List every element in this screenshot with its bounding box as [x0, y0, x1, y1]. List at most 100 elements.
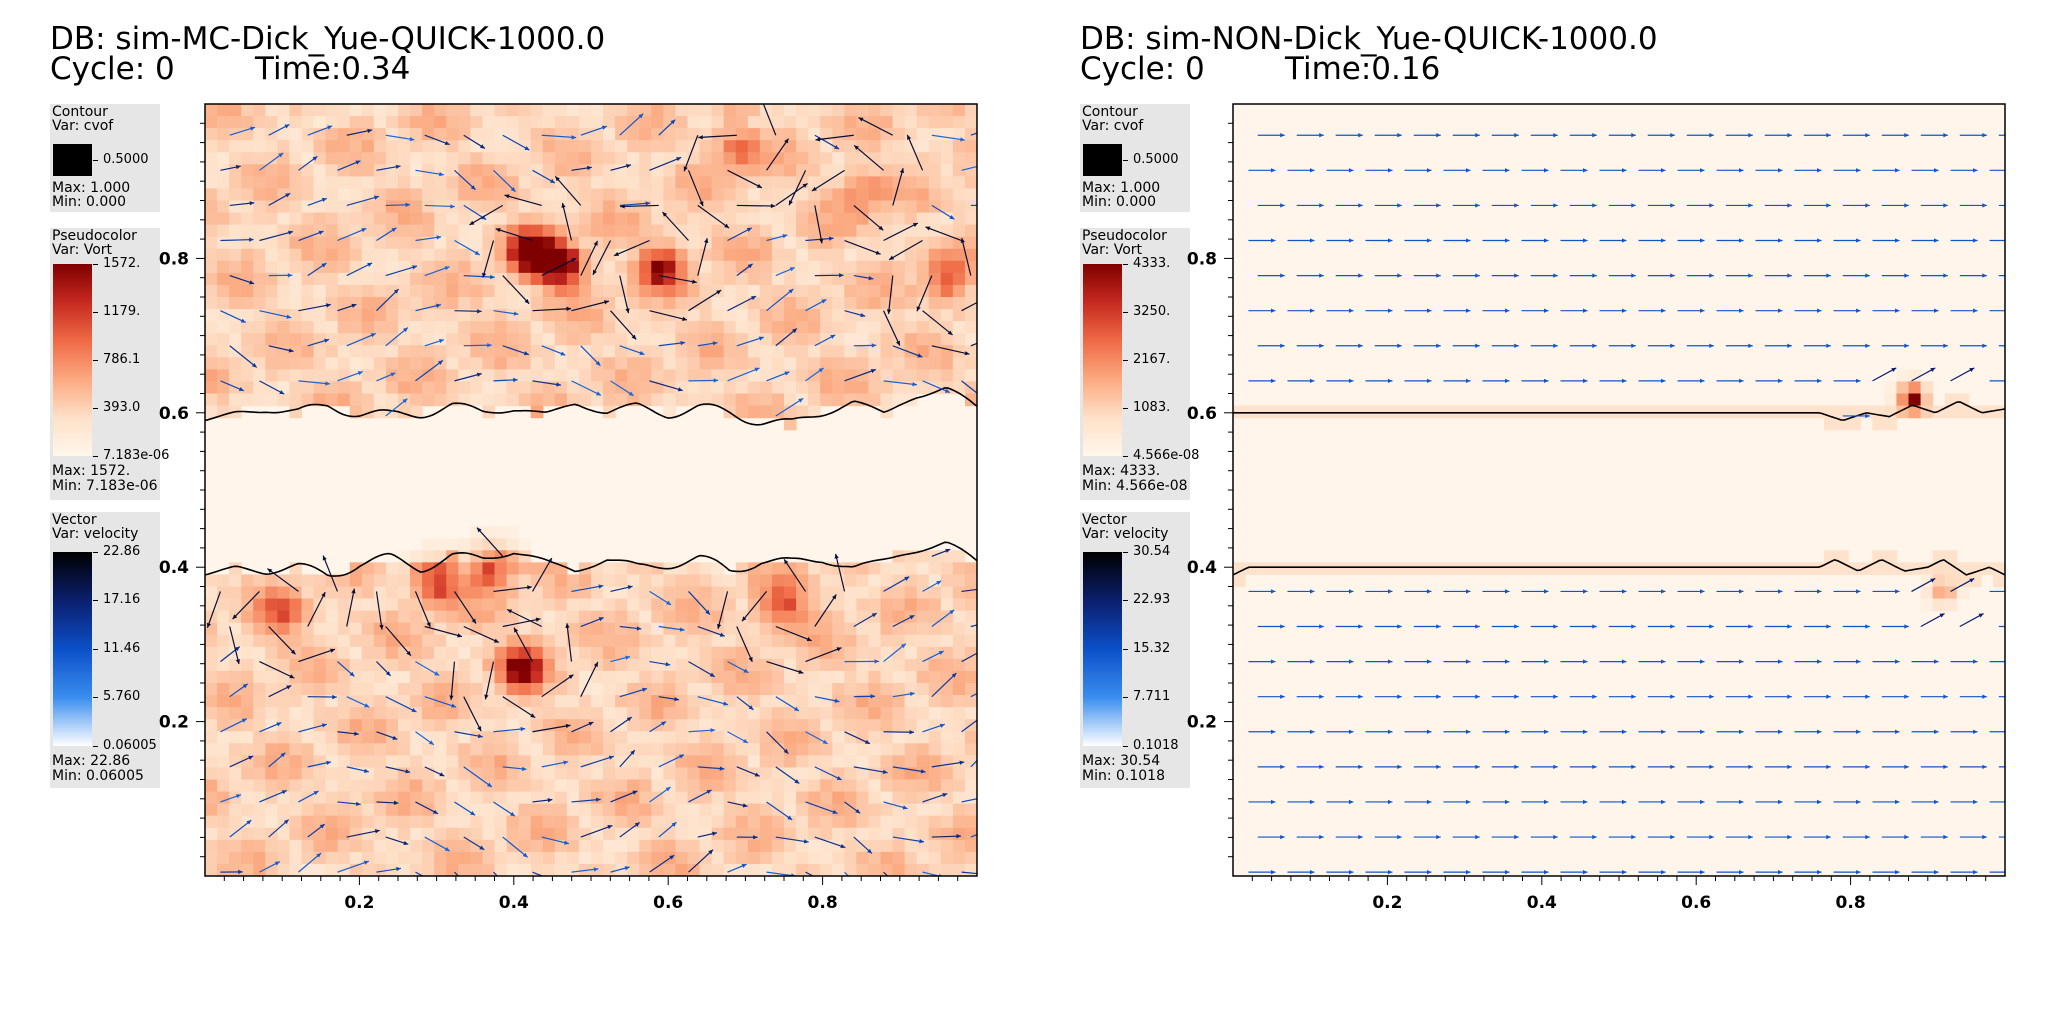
vorticity-cell [482, 707, 495, 720]
vorticity-cell [567, 369, 580, 382]
vorticity-cell [748, 816, 761, 829]
vorticity-cell [893, 731, 906, 744]
vorticity-cell [519, 574, 532, 587]
vorticity-cell [941, 273, 954, 286]
vorticity-cell [350, 321, 363, 334]
vorticity-cell [241, 381, 254, 394]
vorticity-cell [688, 840, 701, 853]
vorticity-cell [434, 659, 447, 672]
vorticity-cell [338, 659, 351, 672]
vorticity-cell [663, 225, 676, 238]
vorticity-cell [603, 852, 616, 865]
vorticity-cell [1921, 599, 1934, 612]
vorticity-cell [603, 213, 616, 226]
vorticity-cell [929, 804, 942, 817]
vorticity-cell [567, 767, 580, 780]
vorticity-cell [217, 804, 230, 817]
vorticity-cell [868, 333, 881, 346]
vorticity-cell [832, 213, 845, 226]
vorticity-cell [905, 321, 918, 334]
vorticity-cell [482, 840, 495, 853]
vorticity-cell [724, 152, 737, 165]
vorticity-cell [217, 309, 230, 322]
vorticity-cell [808, 840, 821, 853]
vorticity-cell [675, 695, 688, 708]
vorticity-cell [796, 767, 809, 780]
vorticity-cell [1679, 406, 1692, 419]
vorticity-cell [881, 116, 894, 129]
vorticity-cell [362, 213, 375, 226]
vorticity-cell [579, 840, 592, 853]
vorticity-cell [398, 780, 411, 793]
vorticity-cell [736, 611, 749, 624]
vorticity-cell [446, 225, 459, 238]
vorticity-cell [627, 128, 640, 141]
vorticity-cell [217, 201, 230, 214]
vorticity-cell [350, 116, 363, 129]
vorticity-cell [736, 249, 749, 262]
vorticity-cell [941, 104, 954, 117]
vorticity-cell [555, 659, 568, 672]
vorticity-cell [627, 285, 640, 298]
vorticity-cell [555, 261, 568, 274]
vorticity-cell [326, 792, 339, 805]
vorticity-cell [470, 345, 483, 358]
vorticity-cell [965, 369, 978, 382]
vorticity-cell [929, 297, 942, 310]
vorticity-cell [724, 285, 737, 298]
vorticity-cell [1438, 562, 1451, 575]
vorticity-cell [603, 394, 616, 407]
vorticity-cell [832, 780, 845, 793]
vorticity-cell [820, 743, 833, 756]
vorticity-cell [362, 297, 375, 310]
vorticity-cell [953, 695, 966, 708]
vorticity-cell [229, 599, 242, 612]
vorticity-cell [470, 864, 483, 877]
vorticity-cell [808, 261, 821, 274]
vorticity-cell [868, 647, 881, 660]
vorticity-cell [398, 623, 411, 636]
vorticity-cell [386, 357, 399, 370]
vorticity-cell [881, 213, 894, 226]
vorticity-cell [302, 357, 315, 370]
vorticity-cell [627, 731, 640, 744]
vorticity-cell [748, 394, 761, 407]
vorticity-cell [905, 780, 918, 793]
vorticity-cell [531, 731, 544, 744]
vorticity-cell [615, 840, 628, 853]
vorticity-cell [724, 611, 737, 624]
vorticity-cell [446, 213, 459, 226]
vorticity-cell [784, 237, 797, 250]
vorticity-cell [736, 309, 749, 322]
vorticity-cell [302, 176, 315, 189]
vorticity-cell [326, 683, 339, 696]
vorticity-cell [422, 225, 435, 238]
vorticity-cell [302, 188, 315, 201]
vorticity-cell [868, 828, 881, 841]
vorticity-cell [1426, 406, 1439, 419]
vorticity-cell [519, 550, 532, 563]
vorticity-cell [748, 321, 761, 334]
vorticity-cell [905, 249, 918, 262]
vorticity-cell [808, 780, 821, 793]
vorticity-cell [953, 864, 966, 877]
vorticity-cell [700, 164, 713, 177]
vorticity-cell [651, 647, 664, 660]
vorticity-cell [832, 237, 845, 250]
vorticity-cell [446, 104, 459, 117]
vorticity-cell [458, 574, 471, 587]
vorticity-cell [905, 719, 918, 732]
vorticity-cell [458, 755, 471, 768]
vorticity-cell [917, 574, 930, 587]
vorticity-cell [338, 840, 351, 853]
vorticity-cell [410, 321, 423, 334]
vorticity-cell [326, 780, 339, 793]
vorticity-cell [760, 357, 773, 370]
vorticity-cell [507, 743, 520, 756]
vorticity-cell [905, 309, 918, 322]
vorticity-cell [362, 719, 375, 732]
vorticity-cell [700, 345, 713, 358]
vorticity-cell [446, 538, 459, 551]
vorticity-cell [314, 357, 327, 370]
vorticity-cell [277, 285, 290, 298]
